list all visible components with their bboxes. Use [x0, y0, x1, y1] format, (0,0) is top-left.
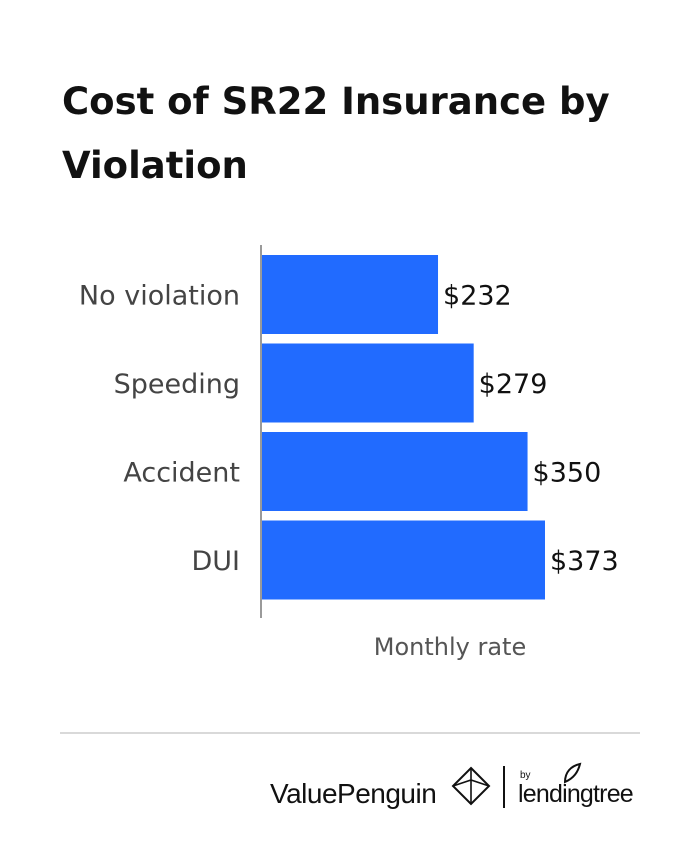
- lendingtree-wordmark: lendingtree: [518, 780, 634, 808]
- valuepenguin-wordmark: ValuePenguin: [270, 778, 437, 809]
- category-label: Accident: [123, 458, 240, 489]
- bar-accident: [262, 432, 528, 511]
- category-label: No violation: [79, 281, 240, 312]
- bar-dui: [262, 520, 545, 600]
- bar-speeding: [262, 343, 474, 423]
- bar-chart: No violation $232 Speeding $279 Accident $350…: [79, 245, 619, 661]
- by-label: by: [520, 770, 531, 781]
- value-label: $373: [550, 546, 619, 577]
- category-label: Speeding: [114, 369, 240, 400]
- x-axis-title: Monthly rate: [374, 633, 526, 661]
- valuepenguin-logo-icon: [451, 766, 491, 806]
- value-label: $279: [479, 369, 548, 400]
- lendingtree-leaf-icon: [563, 762, 582, 784]
- brand-separator: [503, 766, 505, 808]
- footer-branding: ValuePenguin by lendingtree: [0, 762, 700, 812]
- footer-divider: [60, 732, 640, 734]
- value-label: $350: [533, 458, 602, 489]
- chart-title: Cost of SR22 Insurance by Violation: [62, 80, 610, 187]
- value-label: $232: [443, 281, 512, 312]
- bar-no-violation: [262, 255, 439, 334]
- category-label: DUI: [191, 546, 240, 577]
